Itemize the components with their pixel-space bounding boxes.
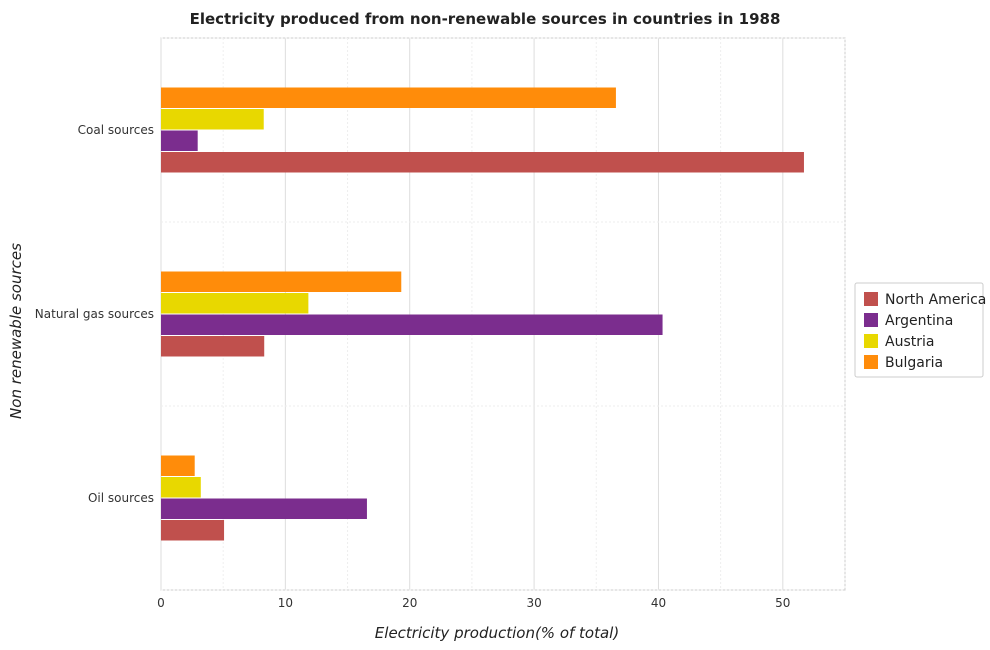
bar: [161, 477, 201, 498]
bar: [161, 109, 264, 130]
y-axis-title: Non renewable sources: [7, 243, 25, 419]
x-tick-label: 50: [775, 596, 790, 610]
bar: [161, 152, 804, 173]
bar: [161, 314, 663, 335]
y-tick-label: Natural gas sources: [35, 307, 154, 321]
bar: [161, 271, 402, 292]
legend-label: Argentina: [885, 313, 953, 329]
x-tick-label: 40: [651, 596, 666, 610]
x-tick-label: 20: [402, 596, 417, 610]
bar: [161, 130, 198, 151]
bar: [161, 336, 265, 357]
y-tick-label: Coal sources: [78, 123, 154, 137]
bar: [161, 498, 367, 519]
legend-swatch: [864, 355, 878, 369]
bar: [161, 87, 616, 108]
legend-label: Austria: [885, 334, 934, 350]
legend-swatch: [864, 334, 878, 348]
x-axis-title: Electricity production(% of total): [375, 624, 619, 642]
legend-label: Bulgaria: [885, 355, 943, 371]
bar: [161, 520, 225, 541]
legend-swatch: [864, 313, 878, 327]
legend-box: [854, 282, 984, 378]
chart-title: Electricity produced from non-renewable …: [190, 10, 781, 28]
y-tick-label: Oil sources: [88, 491, 154, 505]
bar: [161, 293, 309, 314]
legend-label: North America: [885, 292, 986, 308]
x-tick-label: 0: [157, 596, 165, 610]
x-tick-label: 10: [278, 596, 293, 610]
plot-background: [160, 37, 846, 591]
x-tick-label: 30: [526, 596, 541, 610]
legend-swatch: [864, 292, 878, 306]
bar: [161, 455, 195, 476]
legend: North America Argentina Austria Bulgaria: [854, 282, 986, 378]
plot-area: 0 10 20 30 40 50 Coal sources Natural gas sourc…: [35, 37, 846, 610]
